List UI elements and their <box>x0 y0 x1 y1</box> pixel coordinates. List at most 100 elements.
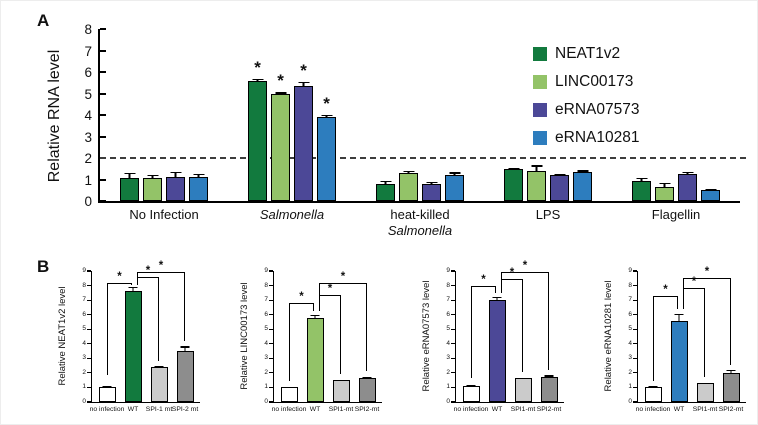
error-bar-stem <box>678 313 680 322</box>
legend-swatch-erna10281 <box>533 131 547 145</box>
y-axis-tick <box>451 270 455 272</box>
y-axis-tick-label: 6 <box>84 65 92 80</box>
x-axis-group-label: Salmonella <box>228 207 356 238</box>
bar-spi2-mt <box>722 369 740 402</box>
error-bar-stem <box>548 375 550 379</box>
bar-spi1-mt <box>514 377 532 402</box>
bar-erna07573 <box>550 173 569 201</box>
x-axis-label: SPI-1 mt <box>145 406 173 413</box>
bar-neat1v2: * <box>248 59 267 201</box>
legend-row: eRNA07573 <box>533 101 639 119</box>
legend: NEAT1v2 LINC00173 eRNA07573 eRNA10281 <box>533 45 639 157</box>
bar-erna07573 <box>166 171 185 201</box>
significance-asterisk: * <box>704 265 710 278</box>
bracket-left-drop <box>653 296 655 381</box>
error-bar <box>310 314 320 319</box>
x-axis-label: WT <box>673 406 685 413</box>
significance-asterisk: * <box>522 259 528 272</box>
y-axis-tick-label: 6 <box>628 310 632 318</box>
bar-spi1-mt <box>696 382 714 402</box>
significance-asterisk: * <box>277 71 284 91</box>
bar-group-salmonella: * * * * <box>228 59 356 201</box>
bar-linc00173 <box>143 174 162 201</box>
x-axis-label: WT <box>491 406 503 413</box>
x-axis-labels: No Infection Salmonella heat-killed Salmone… <box>100 207 740 238</box>
error-bar <box>403 170 414 175</box>
x-axis-label: no infection <box>635 406 671 413</box>
y-axis-tick-label: 2 <box>84 151 92 166</box>
error-bar-stem <box>151 174 154 180</box>
y-axis-tick <box>87 270 91 272</box>
y-axis-tick-label: 0 <box>628 398 632 405</box>
y-axis-tick-label: 4 <box>82 339 86 347</box>
error-bar <box>508 167 519 170</box>
error-bar-stem <box>652 386 654 389</box>
y-axis-tick-label: 3 <box>446 354 450 362</box>
y-axis-tick-label: 6 <box>446 310 450 318</box>
y-axis-tick <box>269 299 273 301</box>
error-bar-stem <box>709 188 712 192</box>
bracket-right-drop <box>312 303 314 311</box>
bar-neat1v2 <box>376 180 395 201</box>
y-axis-tick-label: 8 <box>446 281 450 289</box>
legend-swatch-neat1v2 <box>533 47 547 61</box>
y-axis-tick <box>451 284 455 287</box>
error-bar <box>577 170 588 173</box>
error-bar <box>124 173 135 180</box>
error-bar <box>362 376 372 379</box>
y-axis-tick-label: 1 <box>84 172 92 188</box>
bar-linc00173 <box>399 170 418 201</box>
legend-item-label: NEAT1v2 <box>555 45 621 62</box>
y-axis-tick <box>100 92 106 95</box>
error-bar-stem <box>325 114 328 119</box>
error-bar <box>170 171 181 179</box>
y-axis-tick <box>87 372 91 374</box>
y-axis-tick-label: 7 <box>82 296 86 304</box>
error-bar-stem <box>288 387 290 389</box>
panel-b-y-axis-title: Relative NEAT1v2 level <box>57 286 68 386</box>
y-axis-tick-label: 0 <box>84 194 92 209</box>
significance-asterisk: * <box>117 271 122 284</box>
error-bar-stem <box>686 171 689 176</box>
y-axis-tick <box>100 71 106 73</box>
significance-bracket <box>319 283 367 372</box>
y-axis-tick <box>451 401 455 403</box>
bar-erna10281: * <box>317 95 336 201</box>
error-bar <box>252 79 263 82</box>
y-axis-tick <box>269 386 273 389</box>
y-axis-tick <box>269 284 273 287</box>
error-bar <box>193 174 204 179</box>
panel-b-y-axis-title: Relative LINC00173 level <box>239 282 250 390</box>
y-axis-tick <box>100 178 106 181</box>
y-axis-tick-label: 8 <box>264 281 268 289</box>
y-axis-tick <box>87 299 91 301</box>
y-axis-tick <box>451 299 455 301</box>
significance-asterisk: * <box>299 291 304 304</box>
panel-b-chart-1: Relative NEAT1v2 level 0 1 2 3 4 5 6 7 8 9 no infec… <box>49 261 229 423</box>
x-axis-label: no infection <box>271 406 307 413</box>
x-axis-group-label: LPS <box>484 207 612 238</box>
significance-asterisk: * <box>327 283 333 296</box>
bar-neat1v2 <box>120 173 139 201</box>
bar-spi2-mt <box>358 376 376 402</box>
y-axis-tick-label: 1 <box>264 383 268 391</box>
bar-erna10281 <box>701 188 720 201</box>
legend-item-label: eRNA07573 <box>555 101 640 118</box>
bar-linc00173 <box>527 165 546 201</box>
y-axis-tick-label: 0 <box>264 398 268 405</box>
bar-group-flagellin <box>612 171 740 201</box>
bracket-left-drop <box>289 303 291 381</box>
error-bar <box>180 346 190 353</box>
y-axis-tick-label: 7 <box>84 43 92 59</box>
bar-erna07573 <box>678 171 697 201</box>
y-axis-tick-label: 3 <box>264 354 268 362</box>
error-bar-stem <box>302 81 305 87</box>
y-axis-tick <box>87 284 91 287</box>
bar-spi-1-mt <box>150 365 168 402</box>
bracket-left-drop <box>471 286 473 379</box>
panel-a-label: A <box>37 11 50 30</box>
error-bar-stem <box>256 79 259 82</box>
bracket-right-drop <box>703 288 705 378</box>
y-axis-tick-label: 9 <box>264 267 268 274</box>
significance-asterisk: * <box>300 60 307 80</box>
